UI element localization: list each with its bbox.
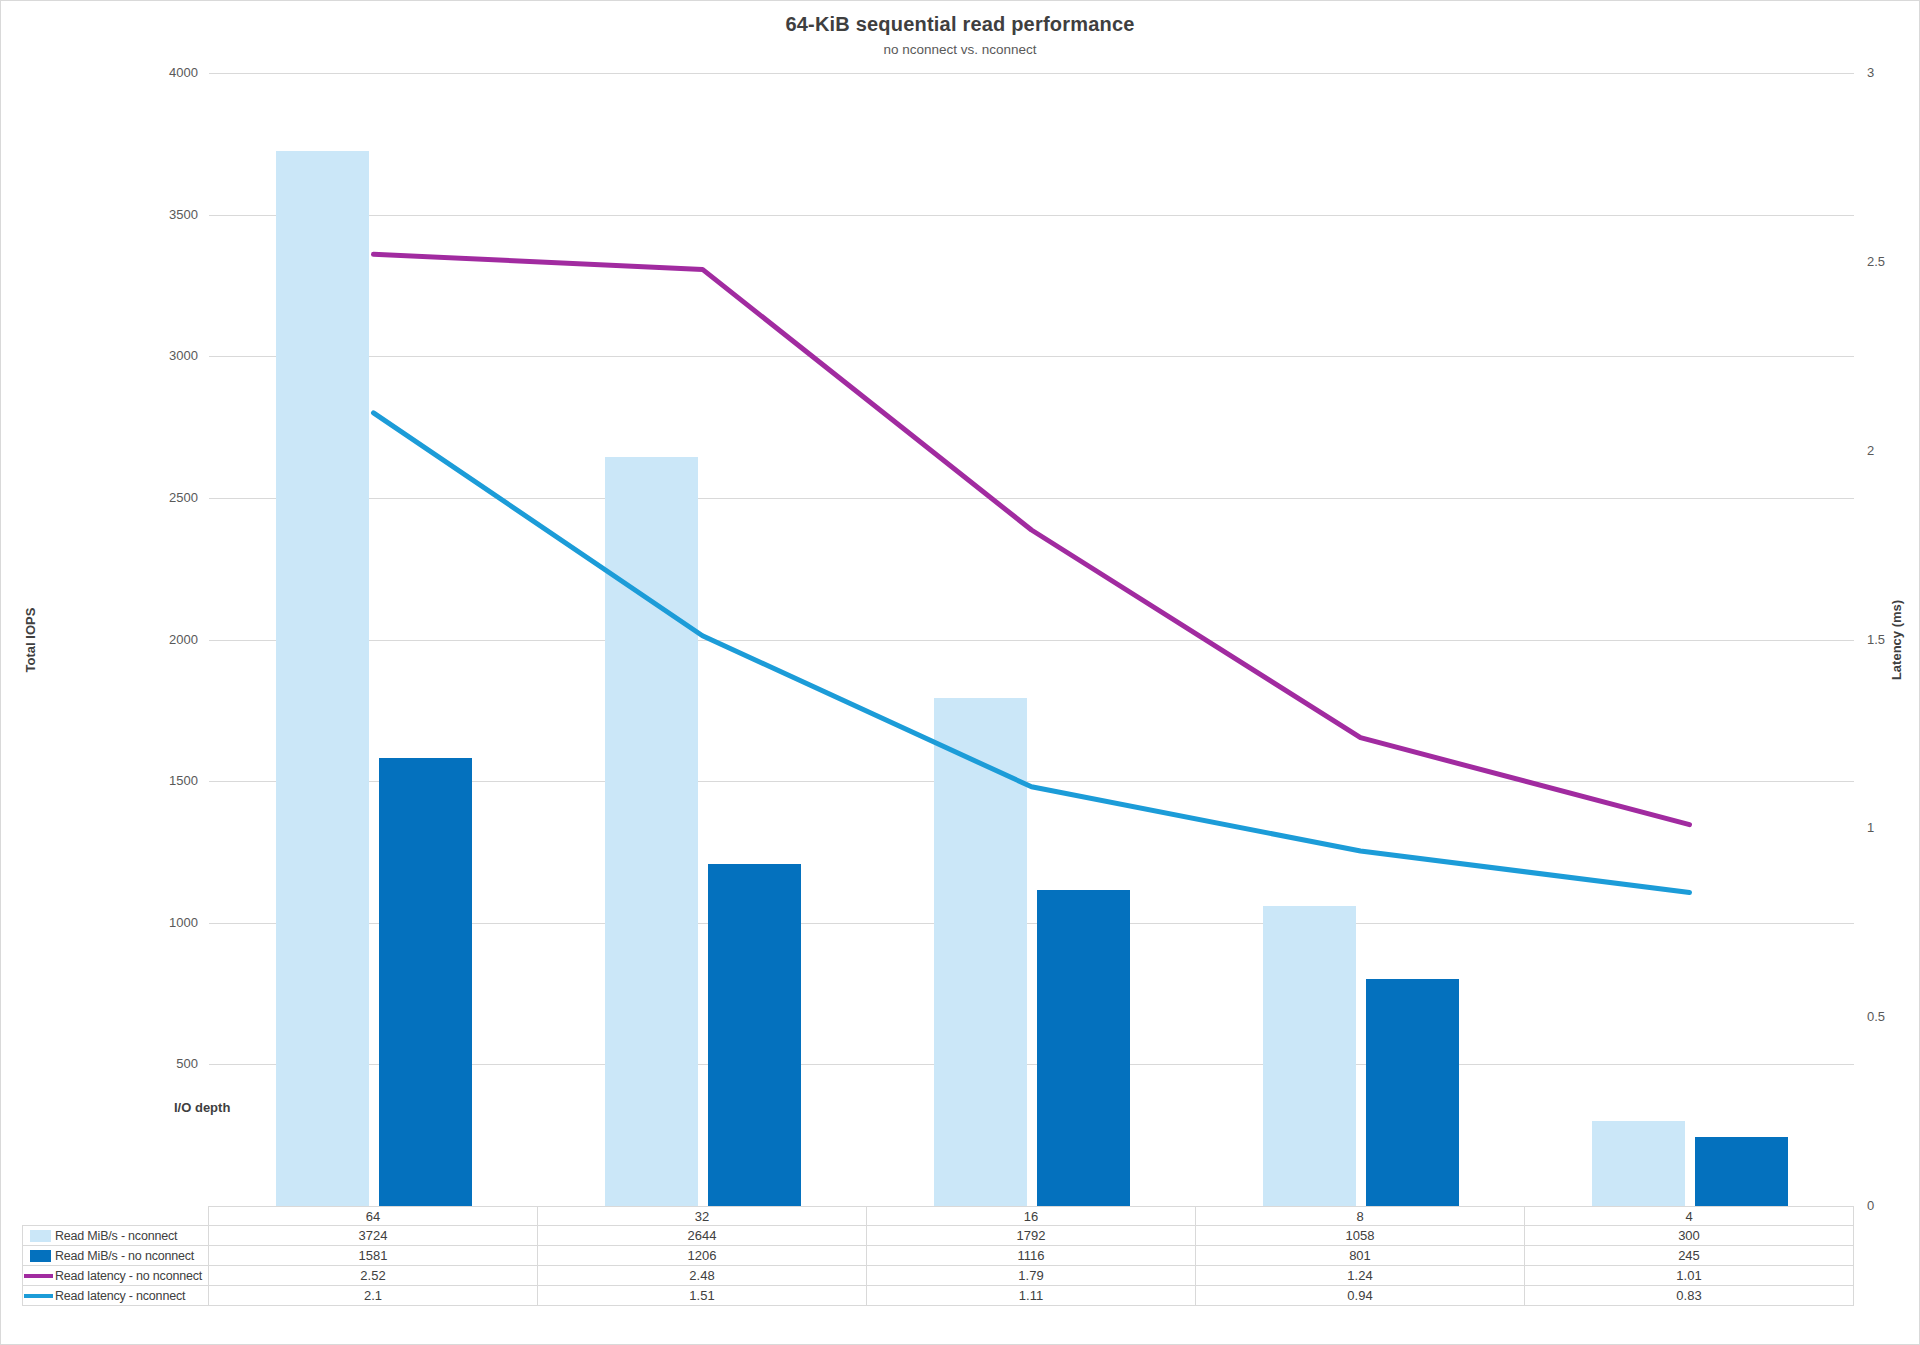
value-cell: 0.94: [1196, 1286, 1525, 1306]
line-read-latency-nconnect: [374, 413, 1690, 893]
right-axis-title: Latency (ms): [1889, 599, 1904, 679]
value-cell: 1.24: [1196, 1266, 1525, 1286]
bar-read-mib-s-no-nconnect: [1366, 979, 1459, 1206]
right-axis-tick-label: 1.5: [1867, 632, 1885, 648]
value-cell: 1116: [867, 1246, 1196, 1266]
legend-swatch-line: [24, 1294, 53, 1298]
right-axis-tick-label: 1: [1867, 820, 1874, 836]
left-axis-tick-label: 3000: [138, 348, 198, 364]
left-axis-tick-label: 1500: [138, 773, 198, 789]
value-cell: 0.83: [1525, 1286, 1854, 1306]
gridline: [209, 73, 1854, 74]
gridline: [209, 356, 1854, 357]
value-cell: 2644: [538, 1226, 867, 1246]
legend-cell: Read MiB/s - no nconnect: [22, 1246, 209, 1266]
left-axis-tick-label: 2000: [138, 632, 198, 648]
right-axis-tick-label: 0.5: [1867, 1009, 1885, 1025]
value-cell: 1792: [867, 1226, 1196, 1246]
gridline: [209, 215, 1854, 216]
bar-read-mib-s-nconnect: [1592, 1121, 1685, 1206]
category-header-cell: 8: [1196, 1206, 1525, 1226]
legend-cell: Read latency - no nconnect: [22, 1266, 209, 1286]
legend-label: Read MiB/s - no nconnect: [55, 1249, 194, 1263]
legend-swatch-bar: [30, 1250, 51, 1262]
legend-label: Read MiB/s - nconnect: [55, 1229, 177, 1243]
right-axis-tick-label: 3: [1867, 65, 1874, 81]
bar-read-mib-s-no-nconnect: [1037, 890, 1130, 1206]
legend-label: Read latency - no nconnect: [55, 1269, 202, 1283]
table-row: Read latency - no nconnect2.522.481.791.…: [22, 1266, 1854, 1286]
table-row: Read MiB/s - nconnect 3724264417921058300: [22, 1226, 1854, 1246]
left-axis-title: Total IOPS: [23, 607, 38, 672]
value-cell: 801: [1196, 1246, 1525, 1266]
left-axis-tick-label: 500: [138, 1056, 198, 1072]
value-cell: 1.51: [538, 1286, 867, 1306]
legend-swatch-line: [24, 1274, 53, 1278]
value-cell: 2.52: [209, 1266, 538, 1286]
value-cell: 2.48: [538, 1266, 867, 1286]
value-cell: 1206: [538, 1246, 867, 1266]
legend-label: Read latency - nconnect: [55, 1289, 185, 1303]
left-axis-tick-label: 1000: [138, 915, 198, 931]
value-cell: 1.11: [867, 1286, 1196, 1306]
category-header-cell: 64: [209, 1206, 538, 1226]
value-cell: 300: [1525, 1226, 1854, 1246]
gridline: [209, 640, 1854, 641]
bar-read-mib-s-nconnect: [605, 457, 698, 1206]
chart-subtitle: no nconnect vs. nconnect: [1, 42, 1919, 57]
left-axis-tick-label: 2500: [138, 490, 198, 506]
table-header-row: 64321684: [22, 1206, 1854, 1226]
bar-read-mib-s-no-nconnect: [708, 864, 801, 1206]
legend-cell: Read MiB/s - nconnect: [22, 1226, 209, 1246]
value-cell: 1581: [209, 1246, 538, 1266]
value-cell: 1.79: [867, 1266, 1196, 1286]
chart-title: 64-KiB sequential read performance: [1, 13, 1919, 36]
bar-read-mib-s-no-nconnect: [1695, 1137, 1788, 1206]
category-header-cell: 4: [1525, 1206, 1854, 1226]
data-table: 64321684 Read MiB/s - nconnect 37242644179…: [22, 1206, 1854, 1306]
x-axis-title: I/O depth: [174, 1100, 230, 1115]
value-cell: 2.1: [209, 1286, 538, 1306]
legend-cell: Read latency - nconnect: [22, 1286, 209, 1306]
left-axis-tick-label: 3500: [138, 207, 198, 223]
value-cell: 3724: [209, 1226, 538, 1246]
line-read-latency-no-nconnect: [374, 254, 1690, 824]
table-corner-cell: [22, 1206, 209, 1226]
legend-swatch-bar: [30, 1230, 51, 1242]
bar-read-mib-s-nconnect: [934, 698, 1027, 1206]
table-row: Read latency - nconnect 2.11.511.110.940.…: [22, 1286, 1854, 1306]
right-axis-tick-label: 2: [1867, 443, 1874, 459]
table-row: Read MiB/s - no nconnect 1581120611168012…: [22, 1246, 1854, 1266]
gridline: [209, 498, 1854, 499]
right-axis-tick-label: 0: [1867, 1198, 1874, 1214]
category-header-cell: 32: [538, 1206, 867, 1226]
value-cell: 245: [1525, 1246, 1854, 1266]
value-cell: 1.01: [1525, 1266, 1854, 1286]
performance-chart: 64-KiB sequential read performance no nc…: [0, 0, 1920, 1345]
bar-read-mib-s-no-nconnect: [379, 758, 472, 1206]
bar-read-mib-s-nconnect: [276, 151, 369, 1206]
category-header-cell: 16: [867, 1206, 1196, 1226]
right-axis-tick-label: 2.5: [1867, 254, 1885, 270]
bar-read-mib-s-nconnect: [1263, 906, 1356, 1206]
value-cell: 1058: [1196, 1226, 1525, 1246]
left-axis-tick-label: 4000: [138, 65, 198, 81]
